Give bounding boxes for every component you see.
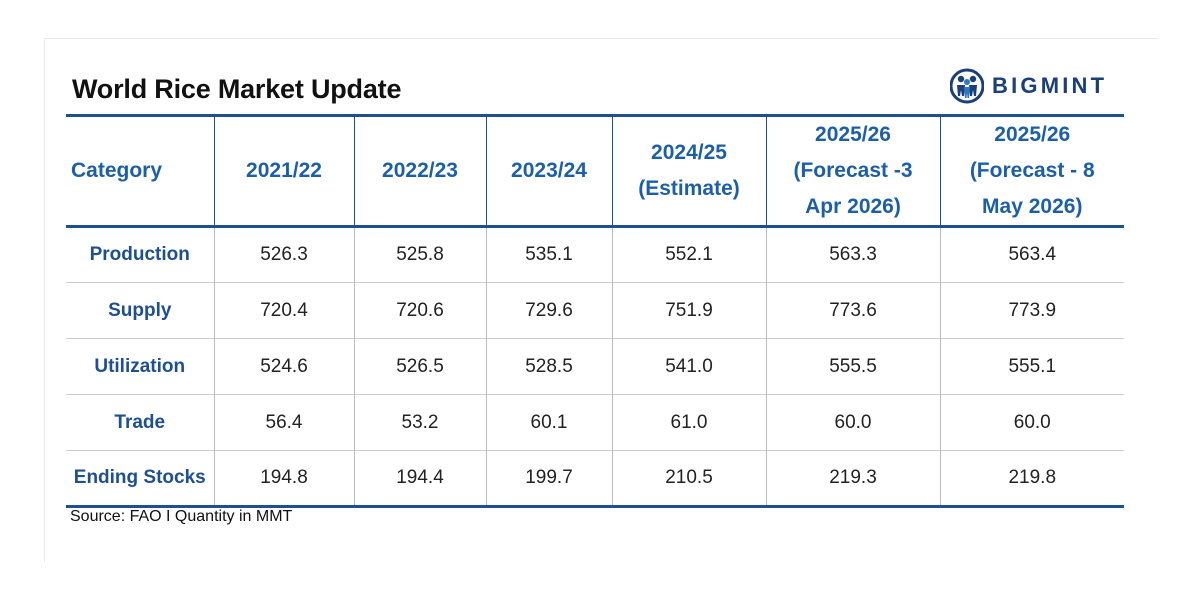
row-category: Utilization [94, 355, 186, 377]
table-cell: 525.8 [353, 226, 486, 283]
table-cell: 194.4 [353, 450, 486, 507]
table-cell: 720.4 [213, 282, 354, 339]
bigmint-logo: BIGMINT [950, 66, 1107, 106]
column-header: 2021/22 [213, 115, 354, 227]
source-note: Source: FAO I Quantity in MMT [70, 508, 293, 525]
chart-card [44, 38, 1158, 562]
rice-market-table: Category 2021/22 2022/23 2023/24 2024/25… [66, 114, 1124, 508]
page-title: World Rice Market Update [72, 74, 402, 104]
table-row: Supply 720.4 720.6 729.6 751.9 773.6 773… [66, 282, 1124, 339]
table-cell: 60.0 [765, 394, 940, 451]
table-cell: 555.1 [939, 338, 1124, 395]
table-cell: 773.9 [939, 282, 1124, 339]
table-cell: 199.7 [485, 450, 612, 507]
table-row: Trade 56.4 53.2 60.1 61.0 60.0 60.0 [66, 394, 1124, 451]
logo-text: BIGMINT [992, 73, 1108, 98]
table-cell: 729.6 [485, 282, 612, 339]
column-header: 2025/26 (Forecast -3 Apr 2026) [765, 115, 940, 227]
table-cell: 555.5 [765, 338, 940, 395]
table-cell: 526.3 [213, 226, 354, 283]
table-cell: 552.1 [611, 226, 766, 283]
row-category: Production [89, 244, 190, 265]
row-category: Trade [114, 411, 166, 433]
table-cell: 563.4 [939, 226, 1124, 283]
header-row: Category 2021/22 2022/23 2023/24 2024/25… [66, 115, 1124, 227]
table-cell: 194.8 [213, 450, 354, 507]
table-row: Utilization 524.6 526.5 528.5 541.0 555.… [66, 338, 1124, 395]
table-cell: 751.9 [611, 282, 766, 339]
column-header: Category [71, 159, 163, 182]
row-category: Ending Stocks [73, 467, 206, 488]
column-header: 2023/24 [485, 115, 612, 227]
table-cell: 541.0 [611, 338, 766, 395]
table-cell: 535.1 [485, 226, 612, 283]
table-cell: 524.6 [213, 338, 354, 395]
table-cell: 60.1 [485, 394, 612, 451]
table-row: Ending Stocks 194.8 194.4 199.7 210.5 21… [66, 450, 1124, 507]
table-cell: 219.8 [939, 450, 1124, 507]
table-cell: 61.0 [611, 394, 766, 451]
table-cell: 219.3 [765, 450, 940, 507]
column-header: 2024/25 (Estimate) [611, 115, 766, 227]
table-cell: 528.5 [485, 338, 612, 395]
table-cell: 720.6 [353, 282, 486, 339]
table-cell: 210.5 [611, 450, 766, 507]
table-cell: 563.3 [765, 226, 940, 283]
table-row: Production 526.3 525.8 535.1 552.1 563.3… [66, 226, 1124, 283]
column-header: 2022/23 [353, 115, 486, 227]
table-cell: 60.0 [939, 394, 1124, 451]
bigmint-people-icon [950, 68, 984, 104]
table-cell: 773.6 [765, 282, 940, 339]
table-cell: 56.4 [213, 394, 354, 451]
column-header: 2025/26 (Forecast - 8 May 2026) [939, 115, 1124, 227]
row-category: Supply [108, 299, 172, 321]
table-cell: 53.2 [353, 394, 486, 451]
table-cell: 526.5 [353, 338, 486, 395]
